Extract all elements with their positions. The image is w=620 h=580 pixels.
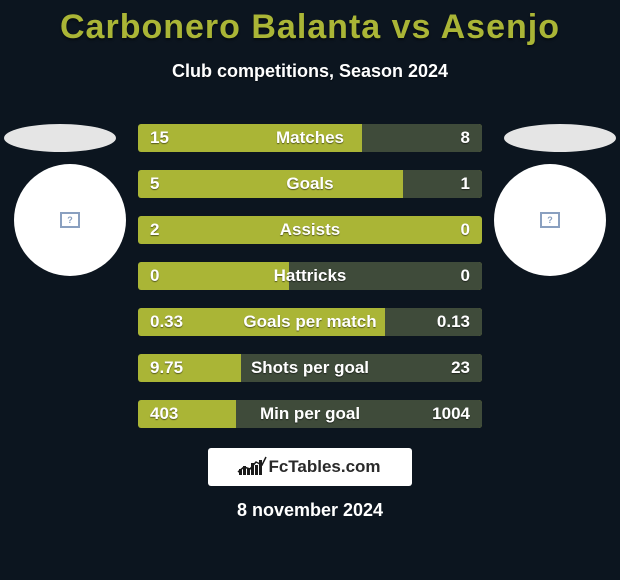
- footer-date: 8 november 2024: [0, 500, 620, 521]
- page-title: Carbonero Balanta vs Asenjo: [0, 0, 620, 47]
- metric-label: Goals per match: [138, 308, 482, 336]
- metric-row: 9.7523Shots per goal: [138, 354, 482, 382]
- flag-left: [4, 124, 116, 152]
- metric-row: 00Hattricks: [138, 262, 482, 290]
- source-logo: FcTables.com: [208, 448, 412, 486]
- metric-label: Hattricks: [138, 262, 482, 290]
- metric-label: Min per goal: [138, 400, 482, 428]
- metric-row: 20Assists: [138, 216, 482, 244]
- page-subtitle: Club competitions, Season 2024: [0, 61, 620, 82]
- metric-label: Assists: [138, 216, 482, 244]
- player-badge-left: ?: [14, 164, 126, 276]
- badge-placeholder-icon: ?: [60, 212, 80, 228]
- badge-placeholder-icon: ?: [540, 212, 560, 228]
- metric-row: 158Matches: [138, 124, 482, 152]
- comparison-infographic: Carbonero Balanta vs Asenjo Club competi…: [0, 0, 620, 580]
- metric-row: 51Goals: [138, 170, 482, 198]
- logo-chart-icon: [239, 460, 262, 475]
- flag-right: [504, 124, 616, 152]
- metric-label: Shots per goal: [138, 354, 482, 382]
- metric-row: 4031004Min per goal: [138, 400, 482, 428]
- metric-label: Goals: [138, 170, 482, 198]
- comparison-bars: 158Matches 51Goals 20Assists 00Hattricks 0.3…: [138, 124, 482, 446]
- metric-label: Matches: [138, 124, 482, 152]
- player-badge-right: ?: [494, 164, 606, 276]
- logo-text: FcTables.com: [268, 457, 380, 477]
- metric-row: 0.330.13Goals per match: [138, 308, 482, 336]
